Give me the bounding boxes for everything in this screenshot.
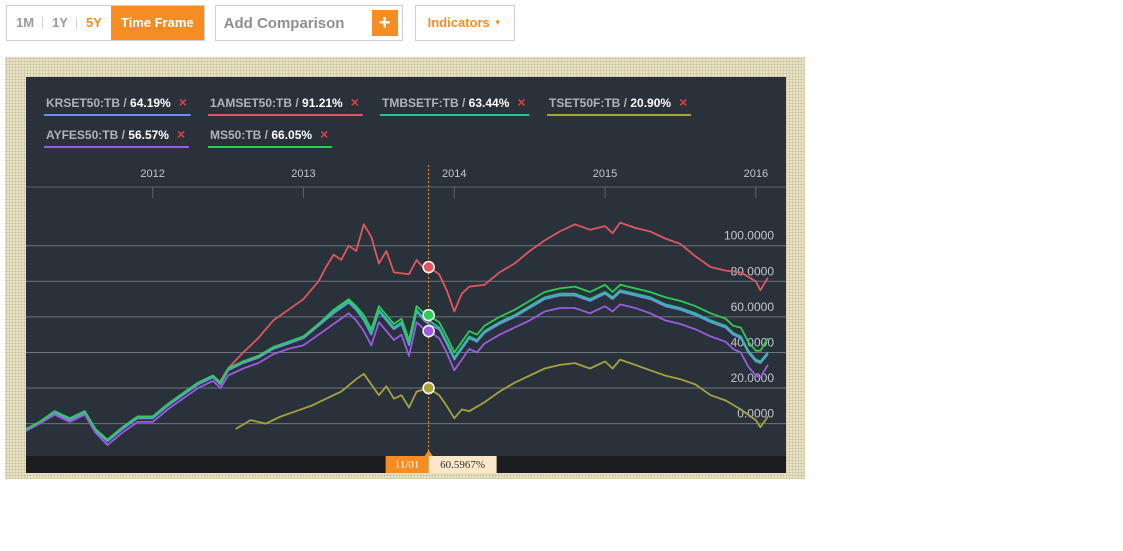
series-marker-5 bbox=[422, 308, 435, 322]
indicators-dropdown[interactable]: Indicators ▼ bbox=[414, 5, 515, 41]
legend-label: 1AMSET50:TB / 91.21% bbox=[210, 96, 343, 110]
range-selector: 1M 1Y 5Y Time Frame bbox=[6, 5, 205, 41]
legend-change: 66.05% bbox=[271, 128, 312, 142]
legend-slash: / bbox=[118, 128, 128, 142]
remove-series-icon[interactable]: × bbox=[679, 94, 687, 110]
y-tick-label: 80.0000 bbox=[731, 264, 775, 278]
legend-item-2: TMBSETF:TB / 63.44% × bbox=[380, 94, 530, 116]
chart-panel: KRSET50:TB / 64.19% × 1AMSET50:TB / 91.21%… bbox=[26, 77, 786, 473]
y-tick-label: 0.0000 bbox=[737, 407, 774, 421]
legend-change: 91.21% bbox=[302, 96, 343, 110]
series-line-3 bbox=[235, 358, 769, 430]
legend-change: 63.44% bbox=[469, 96, 510, 110]
y-tick-label: 100.0000 bbox=[724, 229, 774, 243]
series-line-0 bbox=[26, 291, 769, 443]
comparison-box: + bbox=[214, 5, 403, 41]
badge-value-bg bbox=[428, 456, 497, 473]
badge-pointer bbox=[424, 450, 433, 456]
x-tick-label: 2014 bbox=[442, 168, 466, 180]
legend-slash: / bbox=[292, 96, 302, 110]
series-line-1 bbox=[219, 221, 769, 382]
series-line-4 bbox=[26, 303, 769, 446]
legend-series-name: KRSET50:TB bbox=[46, 96, 120, 110]
crosshair-date-label: 11/01 bbox=[395, 459, 420, 471]
legend-item-4: AYFES50:TB / 56.57% × bbox=[44, 126, 189, 148]
badge-date-bg bbox=[385, 456, 429, 473]
legend-item-0: KRSET50:TB / 64.19% × bbox=[44, 94, 191, 116]
remove-series-icon[interactable]: × bbox=[177, 126, 185, 142]
remove-series-icon[interactable]: × bbox=[179, 94, 187, 110]
remove-series-icon[interactable]: × bbox=[351, 94, 359, 110]
legend: KRSET50:TB / 64.19% × 1AMSET50:TB / 91.21%… bbox=[44, 94, 692, 148]
legend-slash: / bbox=[261, 128, 271, 142]
chevron-down-icon: ▼ bbox=[493, 18, 502, 27]
legend-change: 20.90% bbox=[630, 96, 671, 110]
y-tick-label: 60.0000 bbox=[731, 300, 775, 314]
legend-series-name: TMBSETF:TB bbox=[382, 96, 459, 110]
crosshair-badge: 11/01 60.5967% bbox=[385, 450, 497, 473]
legend-slash: / bbox=[459, 96, 469, 110]
series-line-5 bbox=[26, 283, 769, 441]
legend-series-name: 1AMSET50:TB bbox=[210, 96, 292, 110]
legend-series-name: TSET50F:TB bbox=[549, 96, 621, 110]
add-comparison-input[interactable] bbox=[215, 6, 372, 40]
x-tick-label: 2015 bbox=[593, 168, 617, 180]
legend-slash: / bbox=[120, 96, 130, 110]
legend-label: KRSET50:TB / 64.19% bbox=[46, 96, 171, 110]
legend-label: TSET50F:TB / 20.90% bbox=[549, 96, 671, 110]
y-tick-label: 20.0000 bbox=[731, 371, 775, 385]
series-marker-3 bbox=[422, 381, 435, 395]
toolbar: 1M 1Y 5Y Time Frame + Indicators▼ bbox=[6, 5, 515, 41]
remove-series-icon[interactable]: × bbox=[517, 94, 525, 110]
add-comparison-button[interactable]: + bbox=[371, 10, 398, 36]
legend-series-name: MS50:TB bbox=[210, 128, 262, 142]
legend-slash: / bbox=[620, 96, 630, 110]
legend-change: 56.57% bbox=[128, 128, 169, 142]
legend-label: TMBSETF:TB / 63.44% bbox=[382, 96, 510, 110]
series-lines bbox=[26, 221, 769, 446]
indicators-label: Indicators bbox=[427, 15, 490, 30]
legend-change: 64.19% bbox=[130, 96, 171, 110]
x-tick-label: 2012 bbox=[140, 168, 164, 180]
chart-svg[interactable]: KRSET50:TB / 64.19% × 1AMSET50:TB / 91.21%… bbox=[26, 77, 786, 473]
legend-label: AYFES50:TB / 56.57% bbox=[46, 128, 169, 142]
remove-series-icon[interactable]: × bbox=[320, 126, 328, 142]
series-marker-4 bbox=[422, 324, 435, 338]
range-1m-button[interactable]: 1M bbox=[7, 6, 44, 40]
y-axis: 100.000080.000060.000040.000020.00000.00… bbox=[26, 229, 786, 425]
legend-item-1: 1AMSET50:TB / 91.21% × bbox=[208, 94, 363, 116]
x-tick-label: 2016 bbox=[744, 168, 768, 180]
chart-frame: KRSET50:TB / 64.19% × 1AMSET50:TB / 91.21%… bbox=[5, 57, 805, 479]
crosshair-value-label: 60.5967% bbox=[440, 459, 485, 471]
crosshair-markers bbox=[422, 260, 435, 395]
time-frame-button[interactable]: Time Frame bbox=[110, 6, 204, 40]
legend-label: MS50:TB / 66.05% bbox=[210, 128, 312, 142]
series-marker-1 bbox=[422, 260, 435, 274]
x-axis: 2012 2013 2014 2015 2016 bbox=[140, 168, 768, 198]
range-5y-button[interactable]: 5Y bbox=[85, 15, 102, 30]
range-1y-button[interactable]: 1Y bbox=[43, 6, 77, 40]
legend-series-name: AYFES50:TB bbox=[46, 128, 119, 142]
x-tick-label: 2013 bbox=[291, 168, 315, 180]
legend-item-5: MS50:TB / 66.05% × bbox=[208, 126, 333, 148]
legend-item-3: TSET50F:TB / 20.90% × bbox=[547, 94, 692, 116]
